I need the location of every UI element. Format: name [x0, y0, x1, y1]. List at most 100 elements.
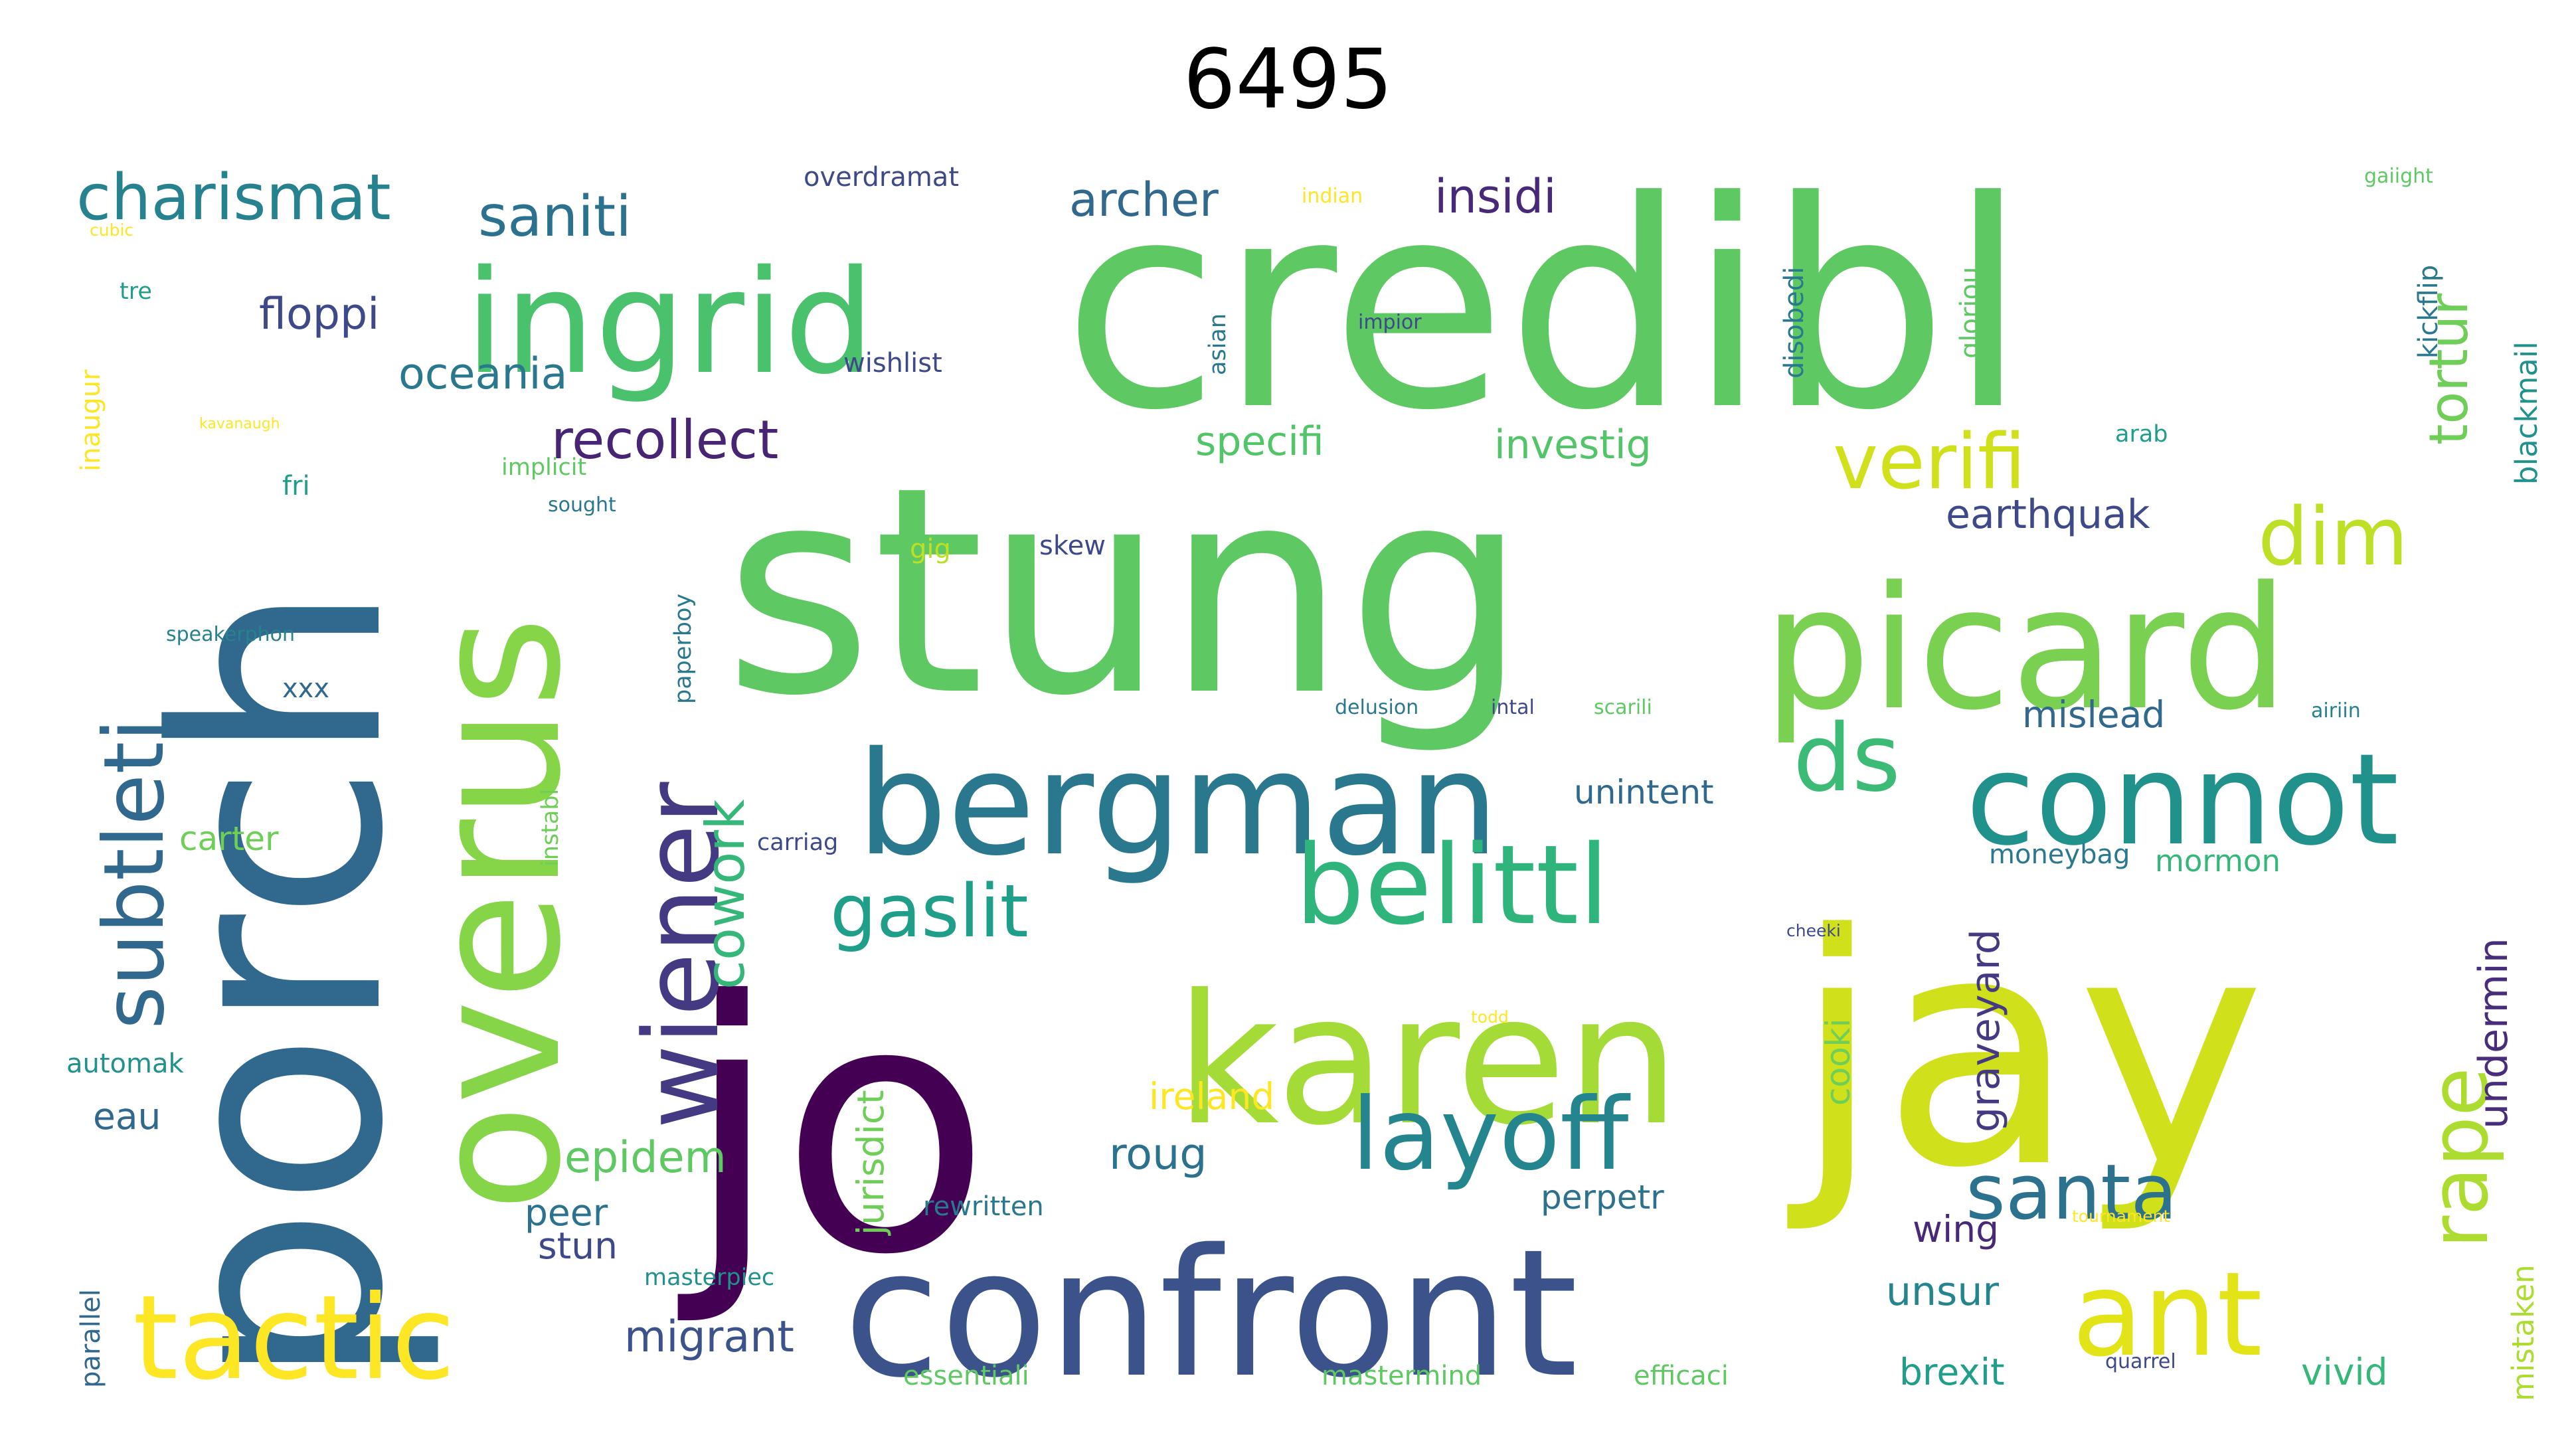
- word-delusion: delusion: [1335, 696, 1418, 719]
- word-ds: ds: [1793, 705, 1901, 813]
- word-graveyard: graveyard: [1962, 929, 2009, 1132]
- word-undermin: undermin: [2470, 938, 2517, 1129]
- word-unsur: unsur: [1886, 1268, 1999, 1315]
- word-jay: jay: [1783, 867, 2266, 1238]
- word-indian: indian: [1302, 185, 1363, 208]
- chart-title: 6495: [1183, 32, 1393, 128]
- word-skew: skew: [1039, 531, 1106, 561]
- word-intal: intal: [1491, 696, 1535, 719]
- word-masterpiec: masterpiec: [644, 1264, 774, 1291]
- word-sought: sought: [548, 493, 616, 517]
- word-instabl: instabl: [537, 789, 564, 867]
- word-overus: overus: [395, 616, 600, 1212]
- word-specifi: specifi: [1195, 418, 1324, 465]
- word-gaiight: gaiight: [2364, 165, 2433, 188]
- word-epidem: epidem: [564, 1133, 727, 1183]
- word-arab: arab: [2115, 421, 2168, 448]
- word-todd: todd: [1471, 1007, 1509, 1027]
- word-tactic: tactic: [133, 1271, 456, 1406]
- word-quarrel: quarrel: [2105, 1350, 2176, 1373]
- word-oceania: oceania: [398, 349, 567, 399]
- word-santa: santa: [1966, 1148, 2178, 1237]
- word-stun: stun: [538, 1225, 618, 1267]
- word-rewritten: rewritten: [923, 1191, 1044, 1222]
- word-verifi: verifi: [1833, 418, 2025, 507]
- word-tournament: tournament: [2072, 1207, 2170, 1226]
- word-saniti: saniti: [478, 184, 632, 250]
- word-dim: dim: [2258, 491, 2408, 584]
- word-overdramat: overdramat: [804, 162, 959, 193]
- word-essentiali: essentiali: [903, 1361, 1029, 1391]
- word-disobedi: disobedi: [1779, 267, 1810, 379]
- word-kickflip: kickflip: [2413, 265, 2444, 359]
- word-automak: automak: [66, 1049, 184, 1079]
- word-kavanaugh: kavanaugh: [199, 416, 280, 432]
- word-wing: wing: [1913, 1208, 1999, 1250]
- word-stung: stung: [724, 426, 1528, 758]
- word-investig: investig: [1494, 422, 1652, 468]
- word-rape: rape: [2414, 1067, 2506, 1248]
- word-peer: peer: [525, 1191, 608, 1234]
- word-layoff: layoff: [1351, 1077, 1631, 1193]
- word-archer: archer: [1069, 173, 1219, 227]
- word-blackmail: blackmail: [2509, 341, 2544, 485]
- word-perpetr: perpetr: [1541, 1178, 1664, 1217]
- word-mislead: mislead: [2022, 693, 2165, 736]
- word-charismat: charismat: [76, 161, 391, 234]
- word-roug: roug: [1109, 1130, 1207, 1179]
- word-mastermind: mastermind: [1322, 1361, 1482, 1391]
- word-ant: ant: [2072, 1248, 2263, 1383]
- word-gloriou: gloriou: [1955, 267, 1986, 359]
- word-recollect: recollect: [551, 409, 778, 471]
- word-subtleti: subtleti: [86, 719, 183, 1029]
- word-jo: jo: [673, 928, 991, 1330]
- word-jurisdict: jurisdict: [849, 1090, 892, 1236]
- word-gig: gig: [910, 534, 951, 564]
- word-speakerphon: speakerphon: [166, 623, 295, 646]
- word-tre: tre: [120, 278, 152, 305]
- word-cooki: cooki: [1819, 1018, 1857, 1106]
- word-bergman: bergman: [857, 721, 1499, 887]
- word-scarili: scarili: [1594, 696, 1652, 719]
- word-inaugur: inaugur: [76, 369, 106, 471]
- word-confront: confront: [843, 1212, 1578, 1416]
- word-xxx: xxx: [282, 673, 329, 704]
- word-ireland: ireland: [1149, 1075, 1274, 1118]
- word-karen: karen: [1175, 956, 1679, 1165]
- word-parallel: parallel: [76, 1289, 106, 1388]
- word-paperboy: paperboy: [670, 594, 697, 704]
- word-credibl: credibl: [1063, 141, 2027, 473]
- word-cubic: cubic: [90, 220, 133, 240]
- word-airiin: airiin: [2311, 699, 2361, 723]
- word-cheeki: cheeki: [1786, 921, 1841, 940]
- word-floppi: floppi: [259, 290, 379, 339]
- word-earthquak: earthquak: [1946, 491, 2150, 538]
- word-mormon: mormon: [2155, 843, 2280, 879]
- word-asian: asian: [1205, 313, 1231, 375]
- word-ingrid: ingrid: [465, 239, 875, 406]
- word-porch: porch: [114, 583, 446, 1388]
- word-impior: impior: [1358, 311, 1422, 334]
- word-connot: connot: [1966, 726, 2399, 873]
- word-belittl: belittl: [1295, 821, 1609, 949]
- word-vivid: vivid: [2301, 1351, 2388, 1393]
- word-unintent: unintent: [1574, 773, 1714, 812]
- word-efficaci: efficaci: [1634, 1361, 1729, 1391]
- word-mistaken: mistaken: [2506, 1264, 2541, 1401]
- word-carriag: carriag: [757, 829, 838, 856]
- word-wishlist: wishlist: [843, 348, 942, 379]
- word-insidi: insidi: [1434, 169, 1557, 224]
- word-cowork: cowork: [695, 799, 756, 989]
- word-carter: carter: [179, 819, 279, 858]
- word-gaslit: gaslit: [830, 869, 1029, 954]
- word-fri: fri: [282, 471, 310, 501]
- word-migrant: migrant: [624, 1312, 794, 1362]
- word-tortur: tortur: [2418, 294, 2480, 445]
- word-moneybag: moneybag: [1989, 839, 2130, 870]
- word-wiener: wiener: [622, 782, 742, 1129]
- word-implicit: implicit: [501, 454, 586, 481]
- word-brexit: brexit: [1899, 1351, 2005, 1393]
- word-picard: picard: [1763, 551, 2288, 748]
- word-eau: eau: [93, 1095, 161, 1138]
